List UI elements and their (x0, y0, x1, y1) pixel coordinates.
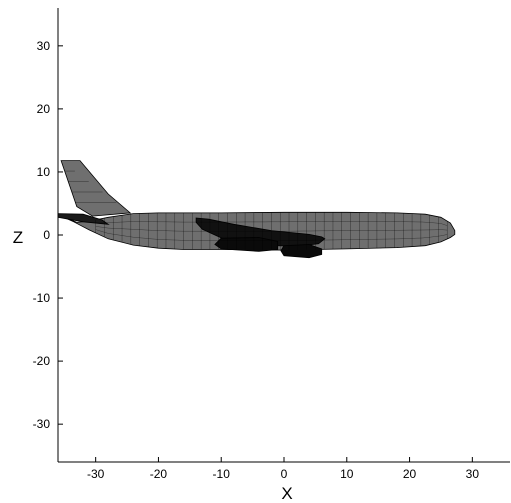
x-ticks: -30 -20 -10 0 10 20 30 (87, 457, 479, 481)
z-ticks: 30 20 10 0 -10 -20 -30 (33, 39, 63, 431)
x-tick-label: 30 (466, 467, 480, 481)
z-tick-label: 0 (43, 228, 50, 242)
z-tick-label: -20 (33, 354, 51, 368)
z-tick-label: -30 (33, 417, 51, 431)
x-tick-label: -10 (213, 467, 231, 481)
aircraft-wireframe (57, 160, 456, 259)
z-tick-label: 30 (37, 39, 51, 53)
fuselage-mesh-stringer (95, 221, 448, 226)
x-tick-label: -30 (87, 467, 105, 481)
x-tick-label: 10 (340, 467, 354, 481)
engine-right-surface (280, 244, 323, 259)
z-tick-label: 10 (37, 165, 51, 179)
z-tick-label: 20 (37, 102, 51, 116)
x-tick-label: 0 (281, 467, 288, 481)
x-tick-label: -20 (150, 467, 168, 481)
fuselage-mesh-stringer (95, 226, 448, 232)
engine-left-surface (214, 237, 279, 252)
z-tick-label: -10 (33, 291, 51, 305)
x-tick-label: 20 (403, 467, 417, 481)
x-axis-label: X (281, 484, 292, 503)
fuselage-mesh-stringer (95, 229, 448, 241)
z-axis-label: Z (13, 228, 23, 247)
